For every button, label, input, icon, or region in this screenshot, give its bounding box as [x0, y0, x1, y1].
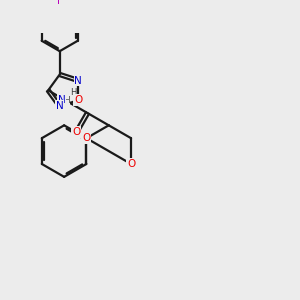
Text: H: H [63, 96, 70, 105]
Text: O: O [72, 127, 81, 137]
Text: N: N [74, 76, 82, 85]
Text: O: O [82, 133, 91, 143]
Text: O: O [74, 95, 82, 105]
Text: H: H [70, 88, 76, 98]
Text: N: N [58, 94, 66, 105]
Text: F: F [57, 0, 63, 6]
Text: O: O [127, 159, 135, 169]
Text: N: N [56, 101, 64, 111]
